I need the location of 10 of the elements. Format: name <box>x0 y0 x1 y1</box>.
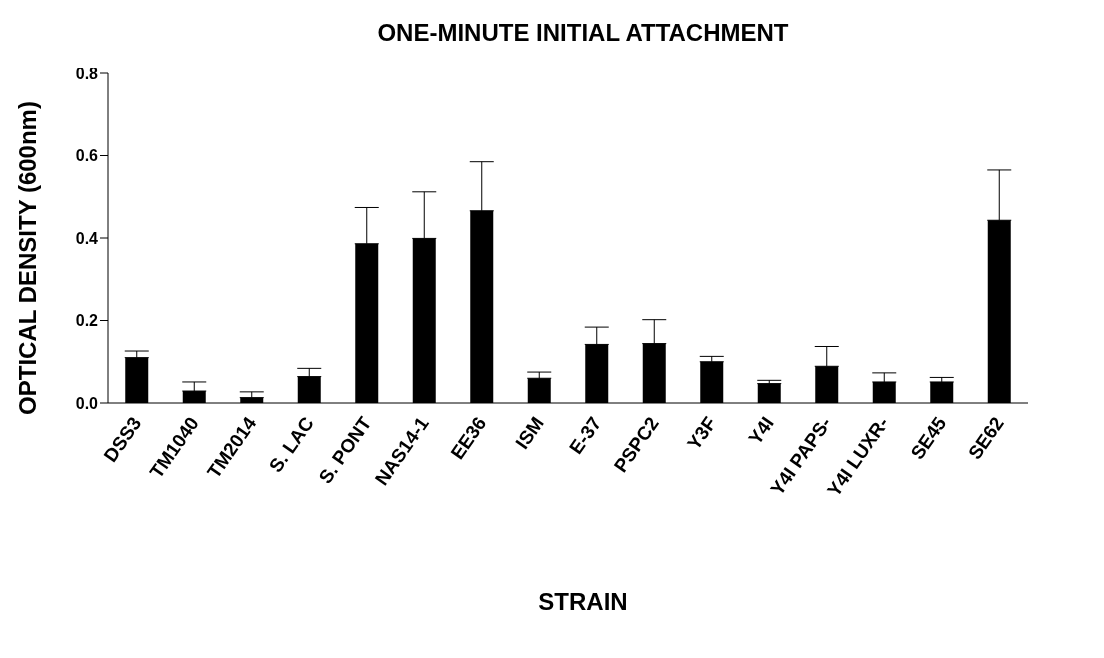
chart-title: ONE-MINUTE INITIAL ATTACHMENT <box>377 19 789 46</box>
x-axis-title: STRAIN <box>537 588 629 616</box>
x-tick-label: Y3F <box>683 412 721 454</box>
y-tick-label: 0.0 <box>75 394 99 412</box>
y-axis-title: OPTICAL DENSITY (600nm) <box>14 101 42 415</box>
y-tick-label: 0.8 <box>75 64 99 82</box>
y-tick-label: 0.4 <box>75 229 99 247</box>
y-tick-label: 0.6 <box>75 147 99 165</box>
y-tick-label: 0.2 <box>75 312 99 330</box>
x-tick-label: Y4I <box>744 412 778 449</box>
